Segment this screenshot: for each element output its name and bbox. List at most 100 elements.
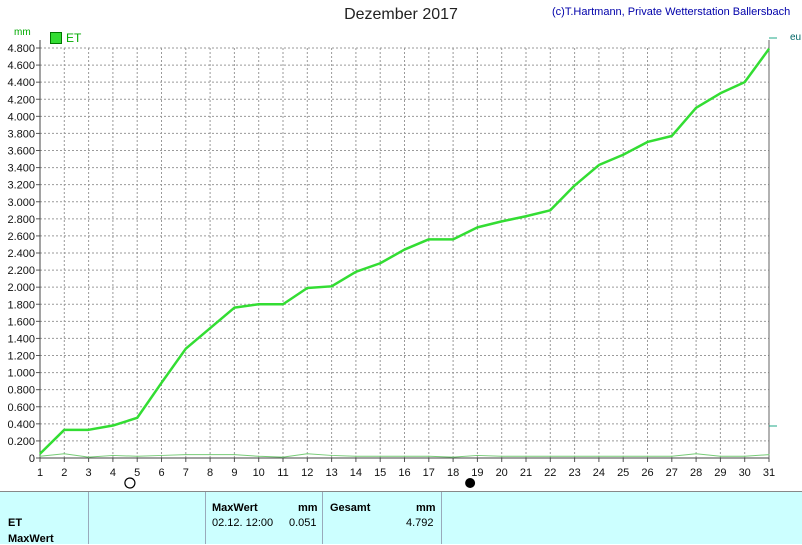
- data-point: [209, 453, 211, 456]
- data-point: [622, 455, 624, 457]
- data-point: [112, 454, 114, 457]
- y-tick-label: 3.000: [7, 197, 35, 209]
- data-point: [574, 455, 576, 457]
- data-point: [39, 453, 41, 455]
- x-tick-label: 21: [520, 467, 532, 479]
- x-tick-label: 9: [231, 467, 237, 479]
- data-point: [671, 135, 673, 137]
- y-tick-label: 4.400: [7, 77, 35, 89]
- y-tick-label: 2.000: [7, 282, 35, 294]
- legend-label: ET: [66, 31, 82, 45]
- data-point: [549, 209, 551, 211]
- data-point: [331, 285, 333, 287]
- data-point: [379, 455, 381, 457]
- y-tick-label: 1.400: [7, 333, 35, 345]
- x-tick-label: 13: [325, 467, 337, 479]
- y-tick-label: 1.200: [7, 351, 35, 363]
- y-tick-label: 3.600: [7, 146, 35, 158]
- y-tick-label: 1.000: [7, 368, 35, 380]
- series-layer: [39, 48, 771, 458]
- y-tick-label: 0.800: [7, 385, 35, 397]
- max-date: 02.12. 12:00: [212, 517, 274, 529]
- divider: [322, 492, 323, 544]
- x-tick-label: 6: [158, 467, 164, 479]
- data-point: [258, 455, 260, 457]
- data-point: [598, 455, 600, 457]
- axes: [36, 37, 777, 462]
- data-point: [136, 455, 138, 457]
- x-tick-label: 12: [301, 467, 313, 479]
- data-point: [233, 307, 235, 309]
- divider: [205, 492, 206, 544]
- data-point: [744, 81, 746, 83]
- data-point: [768, 453, 770, 456]
- y-tick-label: 0.400: [7, 419, 35, 431]
- data-point: [112, 424, 114, 427]
- x-tick-label: 5: [134, 467, 140, 479]
- y-tick-label: 3.200: [7, 180, 35, 192]
- data-point: [136, 417, 138, 419]
- x-tick-label: 14: [350, 467, 362, 479]
- y-tick-label: 4.200: [7, 94, 35, 106]
- data-point: [646, 141, 649, 143]
- panel-row-label: MaxWert: [8, 533, 54, 545]
- x-tick-label: 4: [110, 467, 116, 479]
- data-point: [185, 348, 187, 350]
- data-point: [88, 456, 90, 458]
- max-value: 0.051: [289, 517, 317, 529]
- data-point: [160, 454, 163, 457]
- data-point: [403, 455, 406, 457]
- y-tick-label: 2.800: [7, 214, 35, 226]
- total-unit: mm: [416, 502, 436, 514]
- y-tick-label: 1.800: [7, 299, 35, 311]
- data-point: [428, 238, 430, 240]
- x-tick-label: 30: [739, 467, 751, 479]
- x-tick-labels: 1 2 3 4 5 6 7 8 9 10 11 12 13 14 15 16 17 18 19 20 21 22 23 24 2…: [37, 467, 775, 479]
- max-header: MaxWert: [212, 502, 258, 514]
- data-point: [306, 287, 308, 289]
- y-tick-label: 4.800: [7, 43, 35, 55]
- x-tick-label: 7: [183, 467, 189, 479]
- x-tick-label: 22: [544, 467, 556, 479]
- total-value: 4.792: [406, 517, 434, 529]
- x-tick-label: 3: [86, 467, 92, 479]
- data-point: [403, 248, 406, 251]
- y-tick-label: 2.200: [7, 265, 35, 277]
- data-point: [233, 453, 235, 456]
- y-tick-label: 3.400: [7, 163, 35, 175]
- data-point: [549, 455, 551, 457]
- data-point: [39, 455, 41, 457]
- data-point: [719, 92, 722, 94]
- data-point: [355, 271, 357, 273]
- x-tick-label: 26: [641, 467, 653, 479]
- data-point: [476, 226, 478, 228]
- right-axis-label: eu: [790, 32, 802, 43]
- new-moon-icon: [465, 478, 476, 488]
- chart-title: Dezember 2017: [344, 6, 458, 23]
- data-point: [185, 453, 187, 456]
- y-unit-label: mm: [14, 27, 31, 38]
- legend[interactable]: ET: [50, 31, 81, 45]
- x-tick-label: 28: [690, 467, 702, 479]
- data-point: [695, 453, 697, 455]
- x-tick-label: 25: [617, 467, 629, 479]
- x-tick-label: 29: [714, 467, 726, 479]
- x-tick-label: 18: [447, 467, 459, 479]
- data-point: [695, 107, 697, 109]
- x-tick-label: 8: [207, 467, 213, 479]
- x-tick-label: 31: [763, 467, 775, 479]
- y-tick-label: 0: [29, 453, 35, 465]
- data-point: [258, 303, 260, 305]
- data-point: [282, 456, 284, 458]
- x-tick-label: 1: [37, 467, 43, 479]
- data-point: [646, 455, 649, 457]
- x-tick-label: 16: [398, 467, 410, 479]
- data-point: [379, 262, 381, 264]
- data-point: [209, 327, 211, 329]
- x-tick-label: 20: [496, 467, 508, 479]
- x-tick-label: 15: [374, 467, 386, 479]
- data-point: [282, 303, 284, 305]
- data-point: [63, 429, 65, 431]
- data-point: [452, 456, 454, 458]
- x-tick-label: 27: [666, 467, 678, 479]
